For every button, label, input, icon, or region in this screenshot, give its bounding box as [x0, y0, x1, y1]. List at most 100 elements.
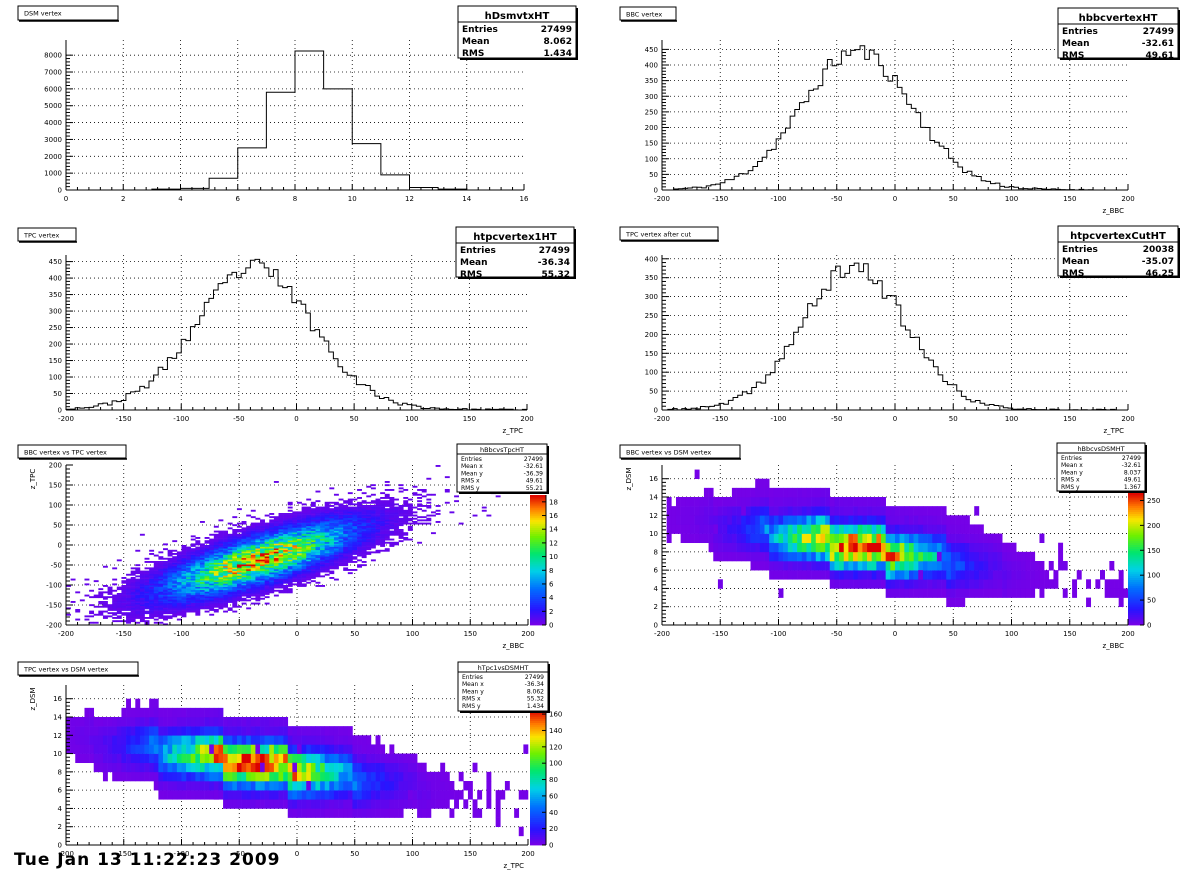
heatmap-cell	[172, 591, 178, 594]
heatmap-cell	[292, 549, 298, 552]
heatmap-cell	[315, 585, 321, 587]
heatmap-cell	[153, 610, 159, 613]
heatmap-cell	[176, 613, 182, 616]
heatmap-cell	[135, 588, 141, 591]
heatmap-cell	[246, 532, 252, 535]
heatmap-cell	[273, 524, 279, 527]
heatmap-cell	[366, 525, 372, 528]
heatmap-cell	[144, 735, 150, 745]
heatmap-cell	[209, 762, 215, 773]
heatmap-cell	[1030, 579, 1036, 589]
heatmap-cell	[389, 509, 395, 512]
heatmap-cell	[950, 542, 956, 553]
heatmap-cell	[218, 605, 224, 608]
heatmap-cell	[306, 509, 312, 512]
stats-row-value: -36.39	[524, 470, 544, 477]
y-tick-label: 300	[49, 308, 62, 316]
heatmap-cell	[130, 589, 136, 592]
heatmap-cell	[199, 717, 205, 727]
color-scale-step	[1128, 589, 1144, 593]
color-scale-step	[530, 539, 546, 543]
heatmap-cell	[236, 753, 242, 764]
heatmap-cell	[839, 524, 845, 534]
heatmap-cell	[315, 753, 321, 764]
heatmap-cell	[172, 556, 178, 559]
heatmap-cell	[811, 487, 817, 498]
heatmap-cell	[250, 799, 256, 809]
heatmap-cell	[375, 527, 381, 530]
heatmap-cell	[333, 517, 339, 520]
heatmap-cell	[876, 551, 882, 562]
heatmap-cell	[181, 596, 187, 599]
heatmap-cell	[199, 564, 205, 567]
heatmap-cell	[278, 726, 284, 736]
heatmap-cell	[139, 533, 145, 536]
heatmap-cell	[250, 588, 256, 591]
heatmap-cell	[236, 548, 242, 551]
color-scale-step	[1128, 497, 1144, 500]
heatmap-cell	[255, 546, 261, 549]
stats-box	[457, 5, 577, 59]
heatmap-cell	[241, 580, 247, 583]
heatmap-cell	[444, 501, 450, 504]
heatmap-cell	[292, 556, 298, 559]
heatmap-cell	[278, 535, 284, 538]
heatmap-cell	[773, 570, 779, 580]
heatmap-cell	[190, 543, 196, 546]
heatmap-cell	[227, 744, 233, 754]
heatmap-cell	[324, 527, 330, 530]
heatmap-cell	[297, 535, 302, 538]
heatmap-cell	[260, 545, 265, 547]
heatmap-cell	[186, 771, 192, 782]
heatmap-cell	[250, 578, 256, 581]
heatmap-cell	[384, 522, 390, 525]
heatmap-cell	[764, 542, 770, 553]
heatmap-cell	[301, 508, 307, 511]
heatmap-cell	[260, 567, 265, 570]
heatmap-cell	[227, 559, 233, 562]
heatmap-cell	[811, 561, 817, 571]
heatmap-cell	[329, 487, 335, 490]
heatmap-cell	[112, 726, 118, 736]
heatmap-cell	[213, 557, 219, 560]
heatmap-cell	[176, 554, 182, 557]
heatmap-cell	[843, 542, 849, 553]
heatmap-cell	[246, 753, 252, 764]
heatmap-cell	[241, 591, 247, 594]
heatmap-cell	[843, 570, 849, 580]
histogram-series	[673, 45, 1098, 191]
heatmap-cell	[218, 717, 224, 727]
heatmap-cell	[135, 572, 141, 575]
heatmap-cell	[116, 588, 122, 591]
heatmap-cell	[213, 610, 219, 613]
heatmap-cell	[689, 524, 695, 534]
heatmap-cell	[232, 562, 238, 565]
heatmap-cell	[320, 521, 326, 523]
heatmap-cell	[107, 588, 113, 591]
heatmap-cell	[260, 565, 265, 568]
heatmap-cell	[755, 497, 761, 507]
color-scale-step	[1128, 521, 1144, 525]
heatmap-cell	[112, 578, 118, 581]
heatmap-cell	[273, 565, 279, 568]
heatmap-cell	[324, 513, 330, 515]
heatmap-cell	[273, 781, 279, 791]
heatmap-cell	[310, 546, 316, 549]
heatmap-cell	[347, 519, 353, 522]
heatmap-cell	[797, 533, 803, 544]
heatmap-cell	[407, 519, 413, 522]
heatmap-cell	[176, 556, 182, 559]
heatmap-cell	[320, 564, 326, 567]
heatmap-cell	[329, 541, 335, 544]
heatmap-cell	[370, 516, 376, 519]
heatmap-cell	[241, 735, 247, 745]
y-tick-label: 8000	[44, 52, 62, 60]
heatmap-cell	[84, 726, 90, 736]
heatmap-cell	[121, 581, 127, 584]
heatmap-cell	[759, 497, 765, 507]
heatmap-cell	[153, 604, 159, 607]
heatmap-cell	[250, 597, 256, 600]
heatmap-cell	[357, 516, 362, 519]
stats-name: hbbcvertexHT	[1079, 13, 1158, 24]
heatmap-cell	[223, 551, 228, 554]
